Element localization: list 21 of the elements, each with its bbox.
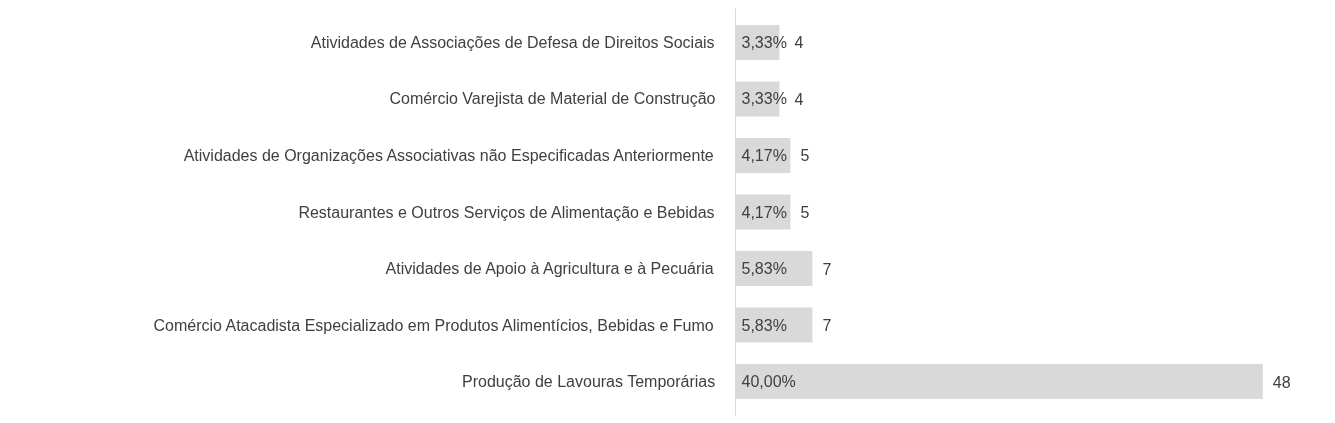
data-label: 5 [800,204,810,221]
annotation: 3,33% [741,90,787,108]
annotation: 4,17% [741,146,787,164]
annotation: 5,83% [741,316,787,334]
data-label: 4 [794,90,804,108]
y-tick-label: Atividades de Associações de Defesa de Direitos Sociais [310,33,715,51]
data-label: 7 [822,317,832,335]
data-label: 5 [800,147,810,165]
annotation: 3,33% [741,33,787,51]
y-tick-label: Comércio Varejista de Material de Construção [389,90,716,108]
data-label: 4 [794,34,804,52]
annotation: 4,17% [741,203,787,221]
annotation: 40,00% [741,373,796,391]
annotation: 5,83% [741,260,787,278]
y-tick-label: Atividades de Apoio à Agricultura e à Pecuária [385,260,714,278]
data-label: 48 [1272,373,1291,391]
data-label: 7 [822,260,832,278]
y-tick-label: Atividades de Organizações Associativas não Especificadas Anteriormente [183,146,714,164]
y-tick-label: Produção de Lavouras Temporárias [462,373,716,391]
y-tick-label: Restaurantes e Outros Serviços de Alimentação e Bebidas [298,203,715,221]
y-tick-label: Comércio Atacadista Especializado em Produtos Alimentícios, Bebidas e Fumo [153,316,714,334]
